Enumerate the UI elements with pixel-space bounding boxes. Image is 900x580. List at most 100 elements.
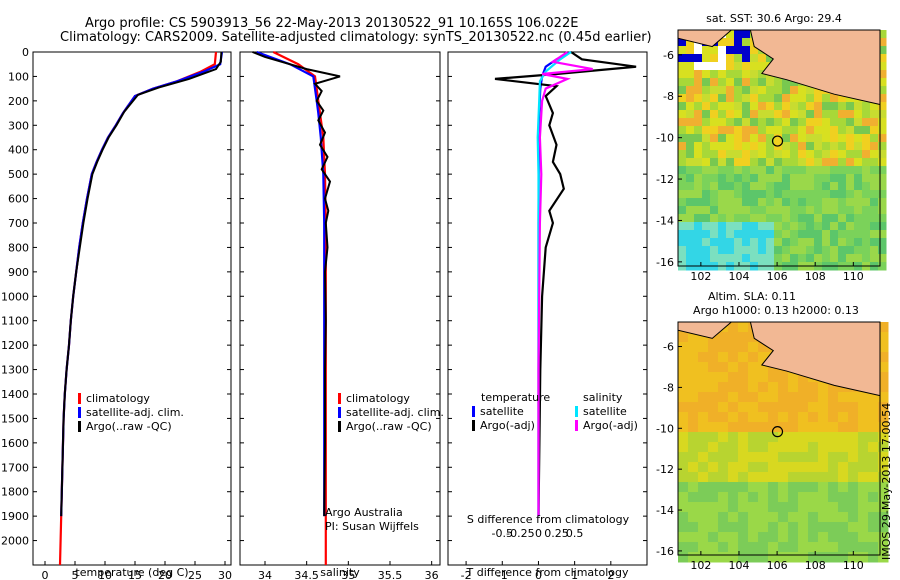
map-x-tick-label: 110 — [843, 270, 864, 283]
map-cell — [878, 174, 887, 183]
map-cell — [738, 322, 749, 333]
map-cell — [686, 214, 695, 223]
map-cell — [878, 86, 887, 95]
map-cell — [758, 432, 769, 443]
map-cell — [788, 392, 799, 403]
map-cell — [878, 502, 889, 513]
map-y-tick-label: -12 — [656, 173, 674, 186]
map-cell — [678, 432, 689, 443]
map-cell — [788, 502, 799, 513]
y-tick-label: 200 — [8, 95, 29, 108]
map-cell — [878, 30, 887, 39]
map-cell — [854, 166, 863, 175]
map-cell — [878, 254, 887, 263]
map-cell — [686, 118, 695, 127]
map-cell — [846, 246, 855, 255]
map-cell — [734, 126, 743, 135]
map-cell — [678, 142, 687, 151]
map-cell — [814, 246, 823, 255]
map-cell — [718, 246, 727, 255]
map-cell — [726, 110, 735, 119]
map-cell — [734, 134, 743, 143]
map-cell — [758, 238, 767, 247]
map-cell — [710, 54, 719, 63]
map-cell — [678, 70, 687, 79]
map-cell — [782, 102, 791, 111]
legend-diff-temp-swatch — [472, 406, 475, 417]
map-cell — [870, 126, 879, 135]
map-cell — [798, 422, 809, 433]
y-tick-label: 1900 — [1, 510, 29, 523]
y-tick-label: 2000 — [1, 535, 29, 548]
legend-sal-label: satellite-adj. clim. — [346, 406, 444, 419]
map-cell — [798, 150, 807, 159]
map-cell — [818, 532, 829, 543]
map-cell — [734, 158, 743, 167]
map-cell — [738, 362, 749, 373]
map-cell — [738, 382, 749, 393]
map-cell — [688, 512, 699, 523]
map-cell — [726, 70, 735, 79]
map-cell — [830, 174, 839, 183]
map-cell — [862, 238, 871, 247]
map-cell — [798, 94, 807, 103]
map-cell — [878, 102, 887, 111]
map-cell — [830, 126, 839, 135]
map-cell — [718, 382, 729, 393]
map-cell — [710, 198, 719, 207]
map-cell — [766, 118, 775, 127]
map-cell — [742, 206, 751, 215]
map-cell — [854, 126, 863, 135]
map-cell — [728, 552, 739, 563]
map-cell — [686, 222, 695, 231]
map-cell — [718, 174, 727, 183]
map-cell — [774, 86, 783, 95]
map-cell — [758, 412, 769, 423]
map-cell — [742, 214, 751, 223]
map-cell — [830, 206, 839, 215]
map-cell — [694, 214, 703, 223]
map-cell — [878, 452, 889, 463]
map-cell — [782, 254, 791, 263]
map-cell — [828, 542, 839, 553]
map-cell — [806, 246, 815, 255]
map-cell — [768, 372, 779, 383]
map-cell — [738, 442, 749, 453]
map-cell — [778, 462, 789, 473]
map-cell — [678, 166, 687, 175]
map-cell — [774, 158, 783, 167]
map-cell — [678, 532, 689, 543]
map-cell — [678, 412, 689, 423]
map-cell — [814, 166, 823, 175]
map-cell — [734, 86, 743, 95]
map-cell — [848, 432, 859, 443]
map-cell — [708, 392, 719, 403]
map-cell — [750, 46, 759, 55]
map-cell — [742, 70, 751, 79]
map-cell — [838, 432, 849, 443]
map-cell — [846, 102, 855, 111]
map-cell — [846, 254, 855, 263]
map-cell — [718, 62, 727, 71]
map-cell — [678, 118, 687, 127]
map-cell — [742, 158, 751, 167]
map-cell — [798, 482, 809, 493]
map-cell — [848, 462, 859, 473]
map-cell — [758, 542, 769, 553]
map-cell — [862, 150, 871, 159]
map-cell — [818, 412, 829, 423]
legend-diff-sal-label: satellite — [583, 405, 627, 418]
map-cell — [742, 142, 751, 151]
map-cell — [788, 522, 799, 533]
y-tick-label: 1500 — [1, 412, 29, 425]
map-cell — [878, 372, 889, 383]
map-cell — [848, 492, 859, 503]
map-cell — [814, 142, 823, 151]
map-cell — [718, 150, 727, 159]
map-cell — [726, 214, 735, 223]
map-cell — [708, 412, 719, 423]
map-cell — [774, 150, 783, 159]
map-cell — [734, 150, 743, 159]
map-cell — [758, 442, 769, 453]
map-cell — [702, 46, 711, 55]
